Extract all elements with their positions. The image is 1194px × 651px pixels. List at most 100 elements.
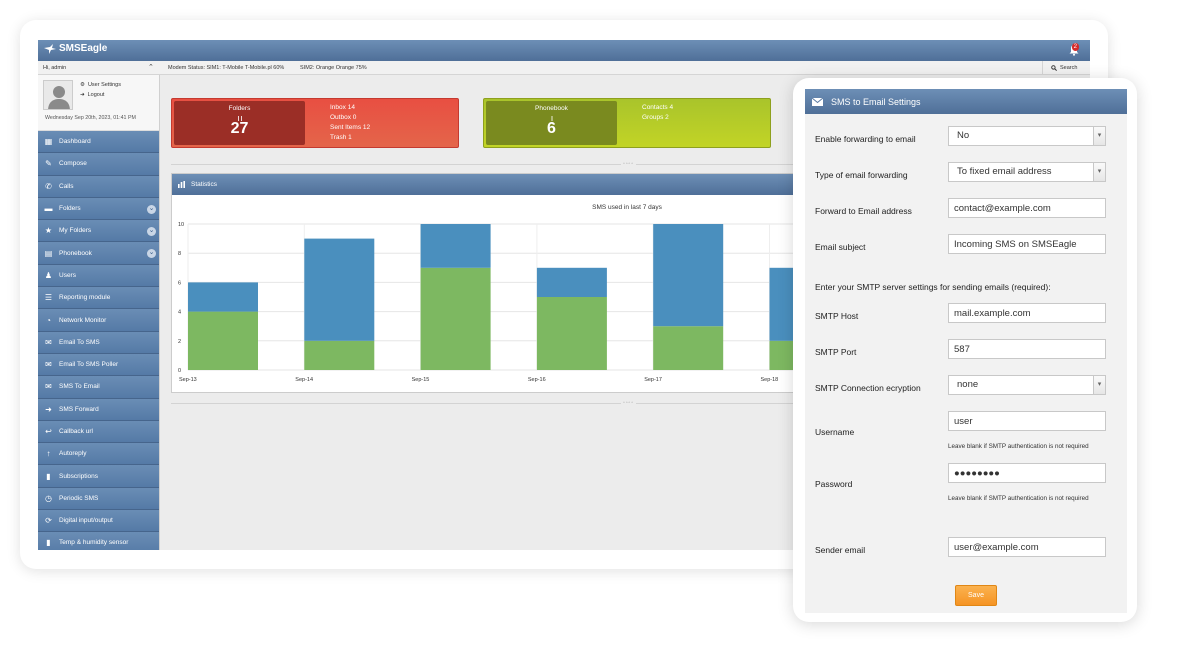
sender-email-field[interactable] [948, 537, 1106, 557]
app-title: SMSEagle [59, 43, 108, 54]
email-subject-field[interactable] [948, 234, 1106, 254]
folders-tile-summary: Folders ı ı 27 [174, 101, 305, 145]
smtp-encryption-select[interactable]: none ▾ [948, 375, 1106, 395]
enable-forwarding-select[interactable]: No ▾ [948, 126, 1106, 146]
phonebook-mini-bars-icon: ı [550, 113, 554, 123]
expand-chevron-icon[interactable]: ⌄ [147, 204, 156, 214]
modem-status: Modem Status: SIM1: T-Mobile T-Mobile.pl… [168, 65, 285, 71]
sidebar-item-label: Compose [59, 160, 87, 168]
y-tick-label: 2 [178, 339, 181, 345]
bookmark-icon: ▮ [46, 471, 51, 481]
sidebar-item-periodic-sms[interactable]: ◷ Periodic SMS [38, 487, 159, 511]
sidebar-item-users[interactable]: ♟ Users [38, 264, 159, 288]
x-tick-label: Sep-13 [179, 377, 197, 383]
chevron-down-icon: ▾ [1093, 376, 1105, 394]
x-tick-label: Sep-15 [412, 377, 430, 383]
smtp-port-field[interactable] [948, 339, 1106, 359]
sidebar-item-label: Subscriptions [59, 472, 99, 480]
sidebar-item-label: Temp & humidity sensor [59, 539, 129, 547]
stats-divider[interactable]: ▫▫▫▫ [171, 400, 1071, 406]
folders-list: Inbox 14 Outbox 0 Sent Items 12 Trash 1 [330, 103, 370, 143]
sidebar-item-temp-humidity-sensor[interactable]: ▮ Temp & humidity sensor [38, 532, 159, 550]
folders-list-item[interactable]: Trash 1 [330, 134, 352, 141]
pencil-icon: ✎ [45, 159, 52, 169]
folders-list-item[interactable]: Inbox 14 [330, 104, 355, 111]
sidebar-item-label: Periodic SMS [59, 494, 99, 502]
phonebook-list-item[interactable]: Groups 2 [642, 114, 669, 121]
sidebar-item-network-monitor[interactable]: ◔ Network Monitor [38, 309, 159, 332]
expand-chevron-icon[interactable]: ⌄ [147, 249, 156, 259]
envelope-icon: ✉ [45, 360, 52, 370]
password-field[interactable] [948, 463, 1106, 483]
bar-segment-lower [420, 267, 491, 370]
expand-chevron-icon[interactable]: ⌄ [147, 227, 156, 237]
user-silhouette-icon [48, 86, 70, 109]
sidebar-item-sms-forward[interactable]: ➜ SMS Forward [38, 398, 159, 421]
chart-title: SMS used in last 7 days [592, 204, 662, 211]
x-tick-label: Sep-16 [528, 377, 546, 383]
username-field[interactable] [948, 411, 1106, 431]
greeting: Hi, admin [43, 65, 67, 71]
sidebar-item-label: Email To SMS [59, 338, 100, 346]
gauge-icon: ◔ [46, 315, 51, 325]
bar-segment-upper [304, 238, 375, 341]
y-tick-label: 4 [178, 310, 181, 316]
forward-email-field[interactable] [948, 198, 1106, 218]
sidebar-item-compose[interactable]: ✎ Compose [38, 153, 159, 176]
username-label: Username [815, 427, 855, 437]
dashboard-icon: ▦ [44, 137, 53, 147]
sidebar-item-sms-to-email[interactable]: ✉ SMS To Email [38, 376, 159, 399]
folders-tile-title: Folders [228, 105, 251, 112]
sidebar-item-my-folders[interactable]: ★ My Folders ⌄ [38, 220, 159, 243]
folders-count: 27 [230, 120, 249, 137]
chevron-up-icon[interactable]: ⌃ [148, 64, 154, 71]
notification-bell[interactable]: 2 [1068, 43, 1082, 57]
bar-segment-lower [536, 297, 607, 370]
logout-link[interactable]: ➜ Logout [80, 92, 104, 98]
forwarding-type-select[interactable]: To fixed email address ▾ [948, 162, 1106, 182]
folders-tile[interactable]: Folders ı ı 27 Inbox 14 Outbox 0 Sent Item… [171, 98, 459, 148]
sidebar-item-digital-input-output[interactable]: ⟳ Digital input/output [38, 510, 159, 533]
sidebar-item-calls[interactable]: ✆ Calls [38, 175, 159, 198]
sidebar-item-email-to-sms-poller[interactable]: ✉ Email To SMS Poller [38, 353, 159, 377]
phonebook-tile-summary: Phonebook ı 6 [486, 101, 617, 145]
save-button[interactable]: Save [955, 585, 997, 606]
statistics-panel: Statistics SMS used in last 7 days 0 2 4 6 8… [171, 173, 821, 393]
sidebar-item-subscriptions[interactable]: ▮ Subscriptions [38, 465, 159, 488]
sidebar-item-label: Users [59, 271, 76, 279]
password-hint: Leave blank if SMTP authentication is no… [948, 495, 1089, 502]
folders-list-item[interactable]: Sent Items 12 [330, 124, 371, 131]
dashboard-content: Folders ı ı 27 Inbox 14 Outbox 0 Sent Item… [160, 75, 1090, 550]
sidebar-item-phonebook[interactable]: ▤ Phonebook ⌄ [38, 242, 159, 265]
sidebar-item-callback-url[interactable]: ↩ Callback url [38, 420, 159, 444]
sidebar-item-dashboard[interactable]: ▦ Dashboard [38, 131, 159, 154]
phonebook-tile[interactable]: Phonebook ı 6 Contacts 4 Groups 2 [483, 98, 771, 148]
y-tick-label: 10 [178, 222, 184, 228]
smtp-port-label: SMTP Port [815, 347, 857, 357]
folders-list-item[interactable]: Outbox 0 [330, 114, 357, 121]
sidebar-item-autoreply[interactable]: ↑ Autoreply [38, 443, 159, 466]
sidebar-item-label: My Folders [59, 227, 92, 235]
top-bar: SMSEagle 2 [38, 40, 1090, 61]
enable-forwarding-label: Enable forwarding to email [815, 134, 916, 144]
sidebar-item-email-to-sms[interactable]: ✉ Email To SMS [38, 331, 159, 354]
bar-chart-icon: ▮ [46, 538, 51, 548]
sms-to-email-settings: SMS to Email Settings Enable forwarding … [805, 89, 1127, 613]
user-settings-link[interactable]: ⚙ User Settings [80, 82, 121, 88]
forwarding-type-label: Type of email forwarding [815, 170, 908, 180]
tiles-divider[interactable]: ▫▫▫▫ [171, 161, 1071, 167]
forward-email-label: Forward to Email address [815, 206, 912, 216]
sidebar-item-reporting-module[interactable]: ☰ Reporting module [38, 287, 159, 310]
phonebook-tile-title: Phonebook [535, 105, 568, 112]
sidebar-item-folders[interactable]: ▬ Folders ⌄ [38, 197, 159, 221]
password-label: Password [815, 479, 853, 489]
forwarding-type-value: To fixed email address [957, 166, 1052, 177]
logout-icon: ➜ [80, 92, 85, 98]
app-logo[interactable]: SMSEagle [44, 43, 107, 54]
x-tick-label: Sep-17 [644, 377, 662, 383]
phonebook-list-item[interactable]: Contacts 4 [642, 104, 674, 111]
smtp-host-field[interactable] [948, 303, 1106, 323]
search-button[interactable]: Search [1042, 61, 1090, 75]
y-tick-label: 8 [178, 251, 181, 257]
sidebar-item-label: Reporting module [59, 294, 111, 302]
